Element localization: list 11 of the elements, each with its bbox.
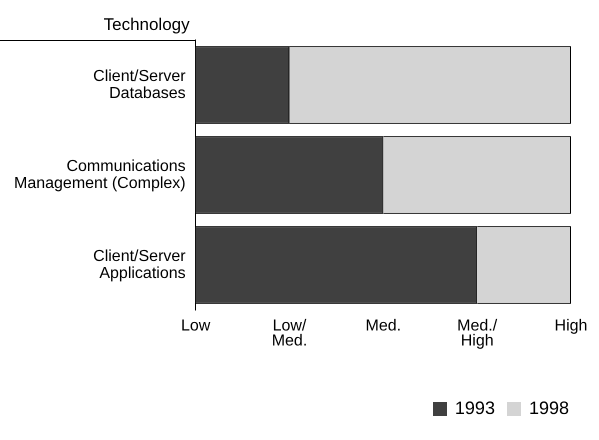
legend-label: 1998 [528,398,569,419]
y-axis-title: Technology [104,15,190,34]
y-tick-label: Client/Server Applications [93,248,186,282]
text: Low [180,317,211,334]
text: Med. [366,317,402,334]
text: Low/ Med. [272,317,308,350]
y-tick-label: Client/Server Databases [93,68,186,102]
y-tick-label: Communications Management (Complex) [14,158,186,192]
legend-label: 1993 [454,398,495,419]
text: High [554,317,588,334]
text: Med./ High [457,317,498,350]
